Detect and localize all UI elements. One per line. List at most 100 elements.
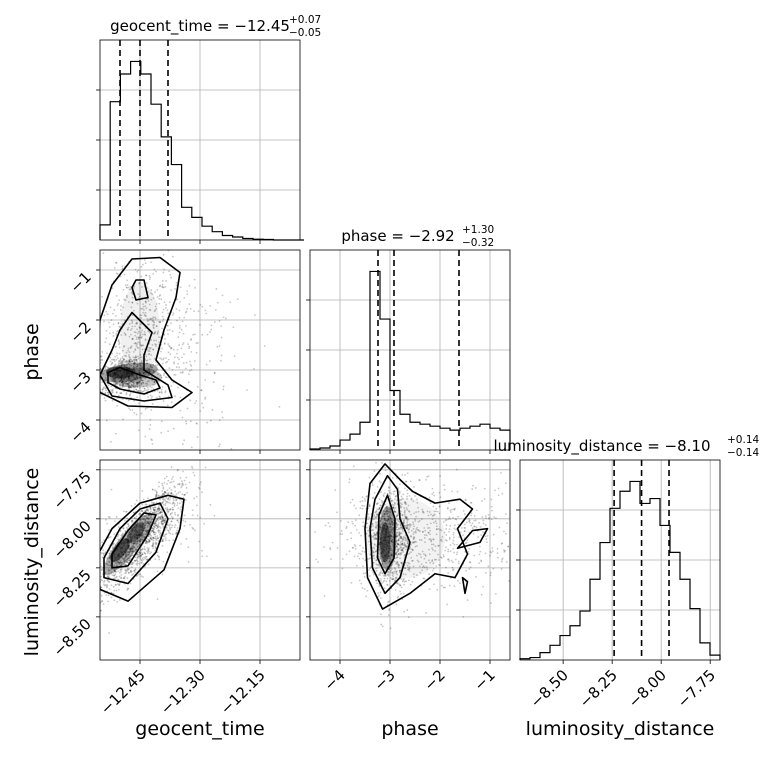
panel-1-0-sample-point [140, 382, 143, 384]
panel-2-1-sample-point [354, 545, 357, 548]
panel-2-1-sample-point [401, 548, 404, 551]
panel-1-0-sample-point [178, 316, 181, 319]
panel-2-0-sample-point [161, 523, 164, 526]
panel-1-0-sample-point [103, 397, 106, 399]
panel-2-0-sample-point [163, 491, 166, 494]
panel-2-0-sample-point [174, 494, 177, 497]
panel-2-1-sample-point [408, 511, 411, 513]
panel-1-0-sample-point [134, 377, 137, 380]
panel-2-0-sample-point [142, 498, 145, 501]
panel-1-0-sample-point [120, 365, 122, 367]
panel-2-0-sample-point [157, 522, 160, 525]
panel-2-0-sample-point [108, 560, 110, 563]
panel-2-1-sample-point [413, 573, 415, 575]
panel-1-0-sample-point [126, 384, 129, 387]
panel-1-0-sample-point [181, 343, 184, 346]
panel-2-0-sample-point [154, 526, 156, 529]
panel-1-0-sample-point [132, 359, 135, 361]
panel-1-0-sample-point [123, 361, 125, 364]
panel-2-1-sample-point [388, 510, 391, 513]
panel-1-0-sample-point [115, 382, 118, 385]
panel-1-0-sample-point [145, 315, 147, 317]
panel-2-0-sample-point [172, 501, 175, 504]
panel-1-0-sample-point [185, 420, 187, 423]
panel-2-1-sample-point [399, 532, 401, 535]
panel-2-1-sample-point [395, 515, 398, 518]
panel-2-1-sample-point [448, 538, 451, 541]
panel-1-0-sample-point [147, 367, 150, 370]
panel-2-0-sample-point [141, 529, 144, 531]
panel-1-0-sample-point [123, 363, 126, 366]
panel-2-1-sample-point [408, 528, 411, 530]
panel-2-0-sample-point [139, 538, 142, 540]
panel-2-1-sample-point [380, 504, 383, 507]
panel-2-0-sample-point [161, 492, 164, 495]
panel-2-1-sample-point [422, 511, 425, 514]
panel-1-0-sample-point [218, 419, 221, 422]
panel-2-0-sample-point [163, 493, 165, 496]
panel-2-1-sample-point [449, 550, 452, 553]
panel-1-0-sample-point [173, 362, 176, 365]
panel-2-1-sample-point [402, 493, 405, 496]
panel-2-0-sample-point [162, 519, 164, 521]
panel-2-1-sample-point [517, 552, 519, 554]
panel-2-1-sample-point [471, 522, 474, 525]
panel-2-1-sample-point [376, 567, 378, 569]
panel-2-1-sample-point [424, 541, 426, 544]
panel-1-0-sample-point [120, 334, 123, 336]
panel-2-1-sample-point [414, 519, 417, 522]
panel-1-0-sample-point [152, 348, 155, 351]
title-luminosity-distance-minus: −0.14 [727, 447, 759, 459]
panel-2-1-sample-point [360, 553, 362, 555]
panel-2-1-sample-point [375, 526, 378, 529]
panel-1-0-sample-point [181, 246, 183, 248]
panel-2-1-sample-point [440, 556, 443, 559]
panel-1-0-sample-point [149, 423, 152, 426]
panel-2-0-sample-point [158, 516, 161, 519]
panel-2-1-sample-point [416, 545, 418, 547]
panel-1-0-sample-point [94, 318, 96, 320]
panel-1-0-sample-point [130, 379, 132, 381]
panel-2-0-sample-point [183, 494, 186, 497]
panel-2-1-sample-point [397, 543, 399, 545]
panel-1-0-sample-point [123, 354, 126, 357]
panel-2-0-sample-point [173, 503, 176, 505]
panel-2-0-sample-point [147, 548, 150, 551]
panel-1-0-sample-point [121, 398, 124, 401]
panel-2-0-sample-point [131, 529, 134, 532]
panel-2-0-sample-point [158, 558, 161, 561]
panel-1-0-sample-point [135, 376, 138, 379]
panel-2-1-sample-point [390, 492, 393, 495]
panel-2-1-sample-point [392, 493, 395, 496]
panel-2-1-sample-point [391, 521, 394, 524]
panel-2-1-sample-point [449, 524, 452, 527]
panel-2-0-sample-point [115, 583, 117, 586]
panel-2-1-sample-point [451, 490, 453, 493]
panel-2-1-sample-point [384, 513, 387, 516]
panel-1-0-sample-point [121, 355, 124, 358]
panel-2-0-sample-point [132, 561, 135, 564]
panel-1-0-sample-point [132, 385, 135, 387]
panel-2-0-sample-point [163, 491, 166, 494]
panel-2-1-sample-point [373, 547, 376, 550]
panel-2-1-sample-point [487, 514, 490, 516]
panel-1-0-sample-point [132, 374, 134, 377]
panel-2-1-sample-point [390, 540, 393, 542]
panel-2-1-sample-point [391, 531, 394, 534]
panel-1-0-sample-point [110, 385, 113, 388]
panel-2-0-sample-point [91, 585, 93, 587]
panel-1-0-sample-point [140, 367, 143, 370]
xtick-label-phase-3: −1 [470, 666, 498, 694]
panel-2-0-sample-point [147, 563, 150, 566]
panel-2-1-sample-point [390, 500, 393, 502]
panel-2-1-sample-point [417, 529, 420, 532]
panel-1-0-sample-point [133, 233, 135, 235]
panel-2-1-sample-point [396, 528, 399, 531]
panel-1-0-sample-point [113, 365, 116, 368]
panel-2-0-sample-point [156, 551, 159, 554]
panel-2-1-sample-point [463, 513, 466, 515]
panel-2-0-sample-point [196, 514, 199, 517]
panel-2-1-sample-point [409, 535, 412, 537]
panel-2-1-density-blob-1 [380, 522, 390, 563]
panel-2-0-sample-point [205, 555, 208, 558]
